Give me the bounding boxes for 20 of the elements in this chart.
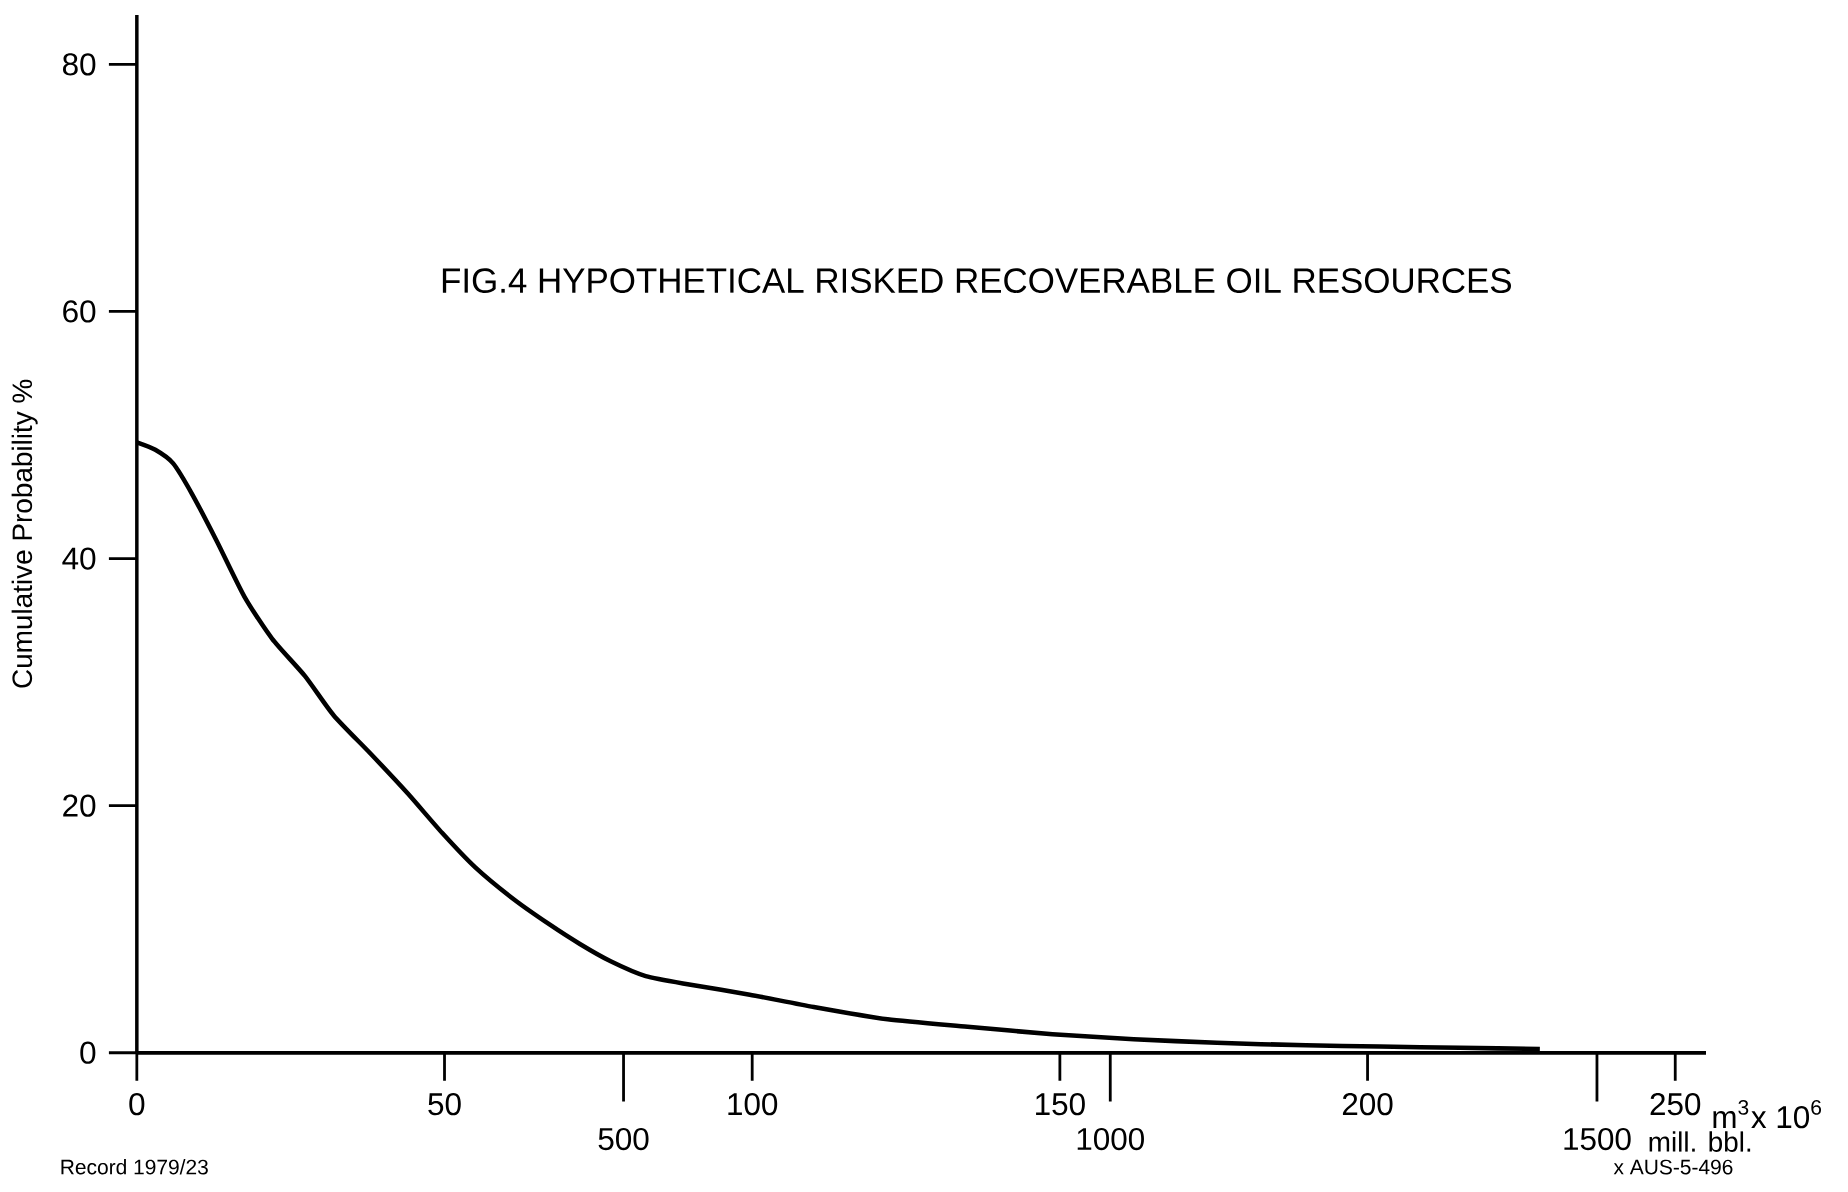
text: x AUS-5-496	[1613, 1159, 1733, 1175]
x-tick-label: 150	[1036, 1093, 1085, 1116]
x2-tick-label: 500	[598, 1127, 649, 1151]
y-tick-label: 20	[63, 794, 96, 817]
x2-axis-title: mill. bbl.	[1649, 1131, 1751, 1152]
y-axis-title: Cumulative Probability %	[11, 379, 38, 688]
x2-tick-label: 1000	[1077, 1127, 1144, 1151]
x-tick-label: 0	[129, 1093, 145, 1116]
x-tick-label: 100	[728, 1093, 778, 1116]
y-tick-label: 80	[63, 53, 96, 76]
text: Record 1979/23	[61, 1159, 208, 1175]
x-tick-label: 50	[428, 1093, 461, 1116]
x2-tick-label: 1500	[1564, 1127, 1631, 1151]
text: FIG.4 HYPOTHETICAL RISKED RECOVERABLE OIL RESOURCES	[442, 268, 1512, 294]
y-tick-label: 0	[80, 1041, 96, 1064]
x-axis-title: m$^{3}$x 10$^{6}$	[1713, 1100, 1822, 1129]
y-tick-label: 40	[62, 547, 96, 570]
y-tick-label: 60	[63, 300, 96, 323]
x-tick-label: 200	[1342, 1093, 1393, 1116]
x-tick-label: 250	[1650, 1093, 1701, 1116]
